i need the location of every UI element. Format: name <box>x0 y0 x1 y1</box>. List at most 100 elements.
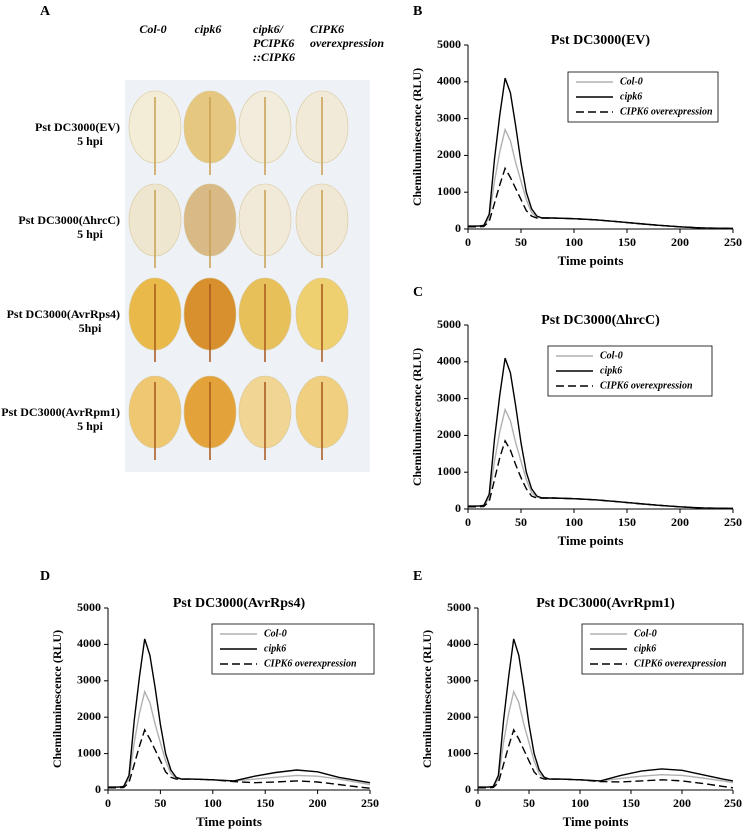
legend-label: Col-0 <box>264 628 287 639</box>
y-tick-label: 1000 <box>437 464 461 478</box>
x-tick-label: 200 <box>309 796 327 810</box>
leaf-photo <box>128 90 349 460</box>
row-label: 5hpi <box>79 321 102 335</box>
y-tick-label: 5000 <box>437 37 461 51</box>
y-tick-label: 4000 <box>447 636 471 650</box>
column-header: overexpression <box>310 36 384 50</box>
x-axis-label: Time points <box>196 814 262 829</box>
chart-title: Pst DC3000(EV) <box>551 33 650 48</box>
y-tick-label: 0 <box>455 501 461 515</box>
y-axis-label: Chemiluminescence (RLU) <box>410 348 424 486</box>
x-tick-label: 100 <box>204 796 222 810</box>
x-tick-label: 100 <box>571 796 589 810</box>
panel-label: B <box>413 4 422 19</box>
x-tick-label: 250 <box>724 796 742 810</box>
x-axis-label: Time points <box>558 533 624 548</box>
x-tick-label: 0 <box>475 796 481 810</box>
column-header: CIPK6 <box>310 22 344 36</box>
x-tick-label: 50 <box>154 796 166 810</box>
legend-label: Col-0 <box>620 76 643 87</box>
data-line <box>478 638 734 788</box>
chart-title: Pst DC3000(ΔhrcC) <box>541 313 660 328</box>
row-label: Pst DC3000(ΔhrcC) <box>18 213 120 227</box>
legend-label: cipk6 <box>620 91 642 102</box>
legend-label: CIPK6 overexpression <box>264 658 357 669</box>
legend-label: cipk6 <box>634 643 656 654</box>
y-tick-label: 5000 <box>77 600 101 614</box>
x-tick-label: 150 <box>622 796 640 810</box>
x-axis-label: Time points <box>558 253 624 268</box>
column-header: Col-0 <box>139 22 166 36</box>
x-tick-label: 150 <box>618 235 636 249</box>
y-tick-label: 2000 <box>77 709 101 723</box>
y-tick-label: 0 <box>455 221 461 235</box>
data-line <box>108 689 371 788</box>
x-tick-label: 200 <box>671 515 689 529</box>
data-line <box>468 407 733 509</box>
x-tick-label: 150 <box>618 515 636 529</box>
x-tick-label: 100 <box>565 515 583 529</box>
row-label: Pst DC3000(AvrRpm1) <box>1 405 120 419</box>
panel-label: E <box>413 569 422 584</box>
y-tick-label: 3000 <box>437 390 461 404</box>
row-label: 5 hpi <box>77 419 103 433</box>
column-header: cipk6/ <box>253 22 285 36</box>
x-tick-label: 250 <box>724 515 742 529</box>
legend-label: Col-0 <box>600 350 623 361</box>
x-tick-label: 100 <box>565 235 583 249</box>
y-tick-label: 4000 <box>437 74 461 88</box>
legend-label: CIPK6 overexpression <box>634 658 727 669</box>
column-header: ::CIPK6 <box>253 50 295 64</box>
x-tick-label: 200 <box>671 235 689 249</box>
data-line <box>478 689 734 788</box>
chart-title: Pst DC3000(AvrRpm1) <box>536 596 675 611</box>
row-label: 5 hpi <box>77 134 103 148</box>
legend-label: CIPK6 overexpression <box>600 380 693 391</box>
y-tick-label: 5000 <box>447 600 471 614</box>
y-tick-label: 2000 <box>447 709 471 723</box>
y-tick-label: 1000 <box>77 745 101 759</box>
y-tick-label: 3000 <box>77 673 101 687</box>
panel-label: D <box>40 569 50 584</box>
x-tick-label: 150 <box>256 796 274 810</box>
x-tick-label: 50 <box>515 515 527 529</box>
x-tick-label: 0 <box>465 515 471 529</box>
panel-label: A <box>40 4 51 19</box>
y-tick-label: 0 <box>465 782 471 796</box>
row-label: Pst DC3000(AvrRps4) <box>7 307 120 321</box>
y-tick-label: 2000 <box>437 427 461 441</box>
chart-title: Pst DC3000(AvrRps4) <box>173 596 306 611</box>
x-tick-label: 50 <box>523 796 535 810</box>
y-tick-label: 1000 <box>447 745 471 759</box>
x-tick-label: 0 <box>105 796 111 810</box>
column-header: PCIPK6 <box>253 36 294 50</box>
y-axis-label: Chemiluminescence (RLU) <box>420 630 434 768</box>
x-tick-label: 50 <box>515 235 527 249</box>
data-line <box>108 638 371 788</box>
y-tick-label: 4000 <box>437 354 461 368</box>
y-axis-label: Chemiluminescence (RLU) <box>410 68 424 206</box>
row-label: Pst DC3000(EV) <box>35 120 120 134</box>
data-line <box>468 439 733 509</box>
y-axis-label: Chemiluminescence (RLU) <box>50 630 64 768</box>
column-header: cipk6 <box>195 22 222 36</box>
x-axis-label: Time points <box>563 814 629 829</box>
y-tick-label: 3000 <box>437 110 461 124</box>
x-tick-label: 250 <box>361 796 379 810</box>
legend-label: Col-0 <box>634 628 657 639</box>
row-label: 5 hpi <box>77 227 103 241</box>
data-line <box>468 166 733 229</box>
y-tick-label: 1000 <box>437 184 461 198</box>
x-tick-label: 200 <box>673 796 691 810</box>
data-line <box>468 127 733 229</box>
panel-label: C <box>413 285 423 300</box>
legend-label: CIPK6 overexpression <box>620 106 713 117</box>
x-tick-label: 0 <box>465 235 471 249</box>
x-tick-label: 250 <box>724 235 742 249</box>
y-tick-label: 4000 <box>77 636 101 650</box>
legend-label: cipk6 <box>600 365 622 376</box>
legend-label: cipk6 <box>264 643 286 654</box>
y-tick-label: 5000 <box>437 317 461 331</box>
data-line <box>478 728 734 789</box>
